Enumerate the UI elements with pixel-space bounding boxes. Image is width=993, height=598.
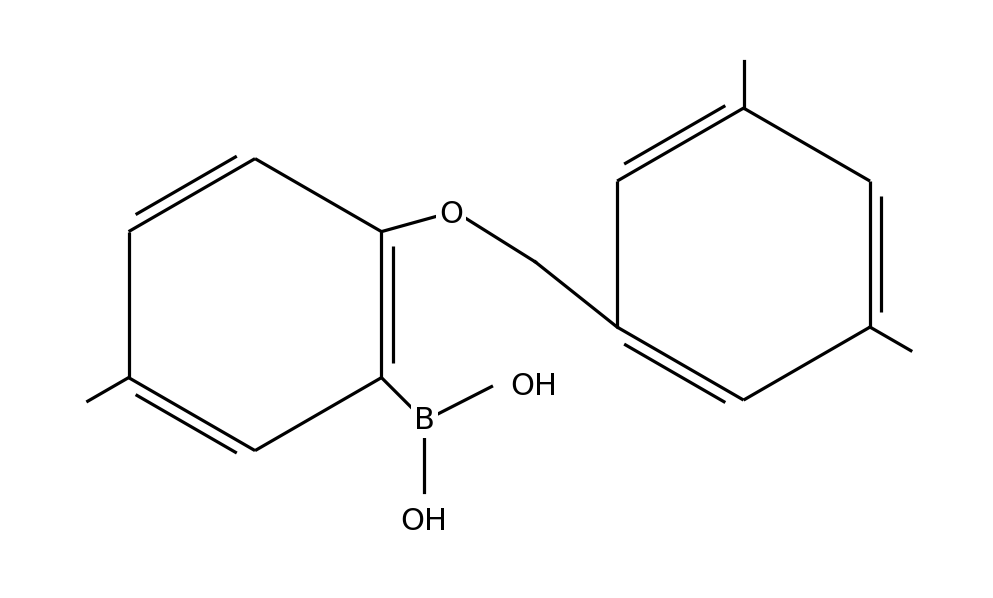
Text: B: B [414, 406, 435, 435]
Text: O: O [439, 200, 463, 229]
Text: OH: OH [400, 507, 448, 536]
Text: OH: OH [510, 372, 558, 401]
